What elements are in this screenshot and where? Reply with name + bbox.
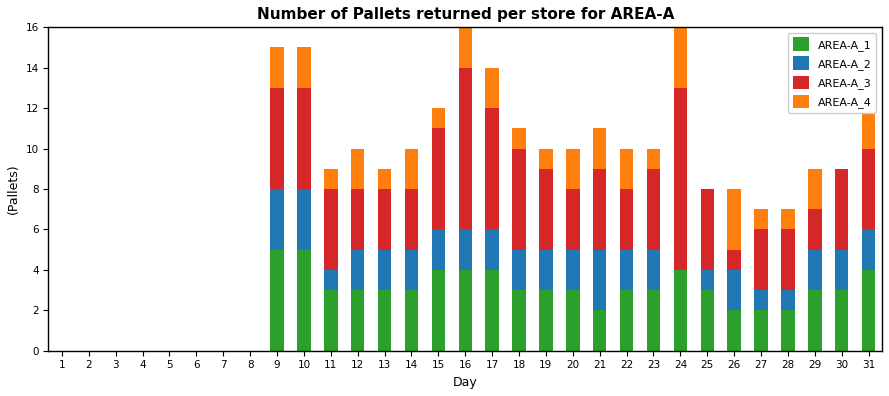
Bar (620, 250, 633, 290)
Bar (378, 290, 391, 351)
Bar (835, 290, 848, 351)
Bar (297, 189, 310, 250)
Bar (566, 189, 580, 250)
Bar (297, 88, 310, 189)
Bar (485, 270, 499, 351)
Bar (620, 189, 633, 250)
Bar (862, 148, 876, 229)
Bar (270, 189, 284, 250)
Legend: AREA-A_1, AREA-A_2, AREA-A_3, AREA-A_4: AREA-A_1, AREA-A_2, AREA-A_3, AREA-A_4 (789, 33, 877, 112)
Bar (512, 128, 525, 148)
Bar (593, 128, 606, 169)
Bar (404, 148, 418, 189)
Bar (727, 310, 741, 351)
Bar (755, 209, 768, 229)
Bar (270, 88, 284, 189)
Bar (647, 169, 661, 250)
Bar (808, 250, 821, 290)
Bar (701, 270, 714, 290)
Bar (862, 229, 876, 270)
Bar (647, 148, 661, 169)
Title: Number of Pallets returned per store for AREA-A: Number of Pallets returned per store for… (257, 7, 674, 22)
Bar (404, 189, 418, 250)
Bar (647, 250, 661, 290)
Bar (674, 27, 687, 88)
Bar (270, 48, 284, 88)
Bar (459, 270, 472, 351)
Bar (808, 209, 821, 250)
Bar (485, 108, 499, 229)
Bar (459, 68, 472, 229)
Bar (781, 310, 795, 351)
Bar (351, 290, 364, 351)
Bar (404, 250, 418, 290)
Bar (324, 270, 338, 290)
Bar (512, 290, 525, 351)
Bar (862, 108, 876, 148)
Bar (351, 148, 364, 189)
Bar (566, 290, 580, 351)
Bar (727, 189, 741, 250)
Bar (755, 310, 768, 351)
Bar (862, 270, 876, 351)
X-axis label: Day: Day (453, 376, 477, 389)
Bar (378, 250, 391, 290)
Bar (808, 290, 821, 351)
Bar (701, 189, 714, 270)
Bar (620, 290, 633, 351)
Bar (593, 250, 606, 310)
Bar (755, 229, 768, 290)
Bar (674, 270, 687, 351)
Bar (512, 250, 525, 290)
Bar (324, 169, 338, 189)
Bar (835, 250, 848, 290)
Bar (378, 189, 391, 250)
Bar (324, 290, 338, 351)
Bar (781, 290, 795, 310)
Bar (540, 250, 553, 290)
Bar (727, 270, 741, 310)
Bar (404, 290, 418, 351)
Bar (459, 229, 472, 270)
Bar (593, 169, 606, 250)
Bar (540, 148, 553, 169)
Bar (485, 68, 499, 108)
Bar (781, 229, 795, 290)
Bar (593, 310, 606, 351)
Bar (459, 27, 472, 68)
Bar (351, 250, 364, 290)
Bar (566, 148, 580, 189)
Bar (512, 148, 525, 250)
Bar (808, 169, 821, 209)
Bar (647, 290, 661, 351)
Bar (620, 148, 633, 189)
Bar (566, 250, 580, 290)
Bar (485, 229, 499, 270)
Bar (432, 108, 445, 128)
Bar (432, 270, 445, 351)
Bar (701, 290, 714, 351)
Bar (755, 290, 768, 310)
Bar (351, 189, 364, 250)
Bar (432, 229, 445, 270)
Bar (324, 189, 338, 270)
Bar (432, 128, 445, 229)
Bar (540, 290, 553, 351)
Bar (270, 250, 284, 351)
Bar (835, 169, 848, 250)
Bar (674, 88, 687, 270)
Bar (378, 169, 391, 189)
Bar (540, 169, 553, 250)
Bar (781, 209, 795, 229)
Bar (297, 250, 310, 351)
Bar (727, 250, 741, 270)
Bar (297, 48, 310, 88)
Y-axis label: (Pallets): (Pallets) (7, 164, 20, 214)
